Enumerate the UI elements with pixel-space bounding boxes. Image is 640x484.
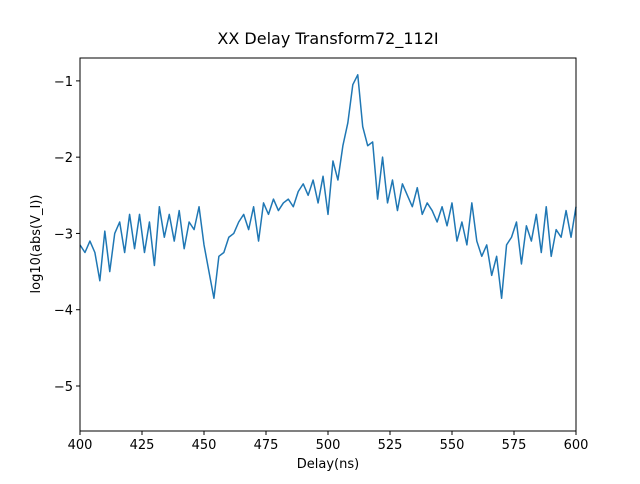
x-tick-label: 450 (192, 438, 217, 453)
x-axis-label: Delay(ns) (297, 457, 359, 472)
x-tick-label: 500 (316, 438, 341, 453)
plot-frame (79, 57, 577, 432)
x-tick-label: 525 (378, 438, 403, 453)
y-tick-label: −2 (54, 151, 73, 166)
x-tick-label: 575 (502, 438, 527, 453)
x-tick-label: 550 (440, 438, 465, 453)
y-tick-label: −3 (54, 227, 73, 242)
x-tick-label: 475 (254, 438, 279, 453)
y-tick-label: −5 (54, 380, 73, 395)
x-tick-label: 400 (68, 438, 93, 453)
y-tick-label: −4 (54, 304, 73, 319)
x-tick-label: 600 (564, 438, 589, 453)
y-axis-label: log10(abs(V_I)) (29, 195, 44, 294)
x-tick-label: 425 (130, 438, 155, 453)
data-line (79, 74, 577, 300)
y-tick-label: −1 (54, 75, 73, 90)
chart-title: XX Delay Transform72_112I (217, 29, 438, 49)
